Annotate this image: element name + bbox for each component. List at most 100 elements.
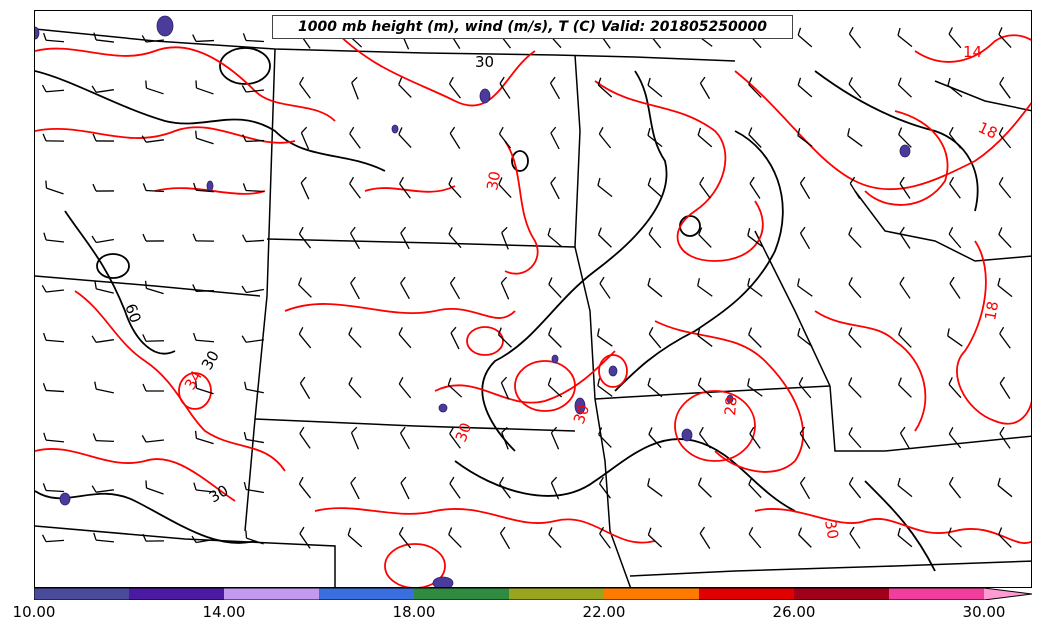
wind-barb [192, 233, 215, 242]
wind-barb [599, 276, 611, 299]
wind-barb-shaft [145, 39, 165, 43]
wind-barb [797, 77, 813, 98]
wind-barb [998, 527, 1012, 548]
wind-barb-shaft [398, 383, 412, 399]
wind-barb-flag [141, 435, 147, 443]
wind-barb-flag [849, 526, 855, 534]
wind-barb-flag [448, 527, 453, 535]
colorbar-segment [319, 588, 414, 600]
wind-barb [41, 534, 65, 543]
wind-barb-shaft [797, 135, 813, 147]
wind-barb [42, 383, 65, 393]
wind-barb [398, 526, 412, 549]
wind-barb-flag [550, 76, 556, 84]
wind-barb [799, 226, 811, 250]
wind-barb-shaft [96, 388, 114, 394]
wind-barb [241, 335, 265, 343]
wind-barb-flag [897, 27, 901, 36]
wind-barb-shaft [697, 285, 713, 297]
wind-barb-flag [497, 327, 502, 335]
wind-barb-shaft [548, 533, 562, 549]
wind-barb-shaft [501, 232, 509, 250]
border-line [629, 560, 1031, 577]
wind-barb-shaft [299, 83, 311, 99]
wind-barb-shaft [799, 433, 811, 449]
wind-barb-shaft [798, 383, 812, 399]
wind-barb-shaft [196, 387, 214, 395]
wind-barb-flag [241, 335, 247, 343]
wind-barb-flag [41, 534, 47, 542]
wind-barb-shaft [648, 433, 662, 449]
wind-barb-shaft [647, 184, 663, 198]
wind-barb [998, 27, 1012, 49]
wind-barb-shaft [448, 183, 462, 199]
wind-barb-flag [499, 76, 505, 84]
wind-barb [798, 377, 812, 399]
wind-barb-shaft [897, 34, 913, 48]
wind-barb [697, 278, 713, 297]
wind-barb-flag [349, 126, 355, 135]
wind-barb [599, 526, 611, 549]
colorbar-outline [34, 588, 1032, 600]
wind-barb [799, 426, 811, 449]
wind-barb [749, 426, 761, 449]
wind-barb-flag [599, 276, 605, 284]
wind-barb-shaft [350, 282, 360, 300]
wind-barb-flag [899, 276, 905, 284]
wind-barb-flag [998, 527, 1003, 535]
wind-barb-flag [596, 328, 600, 336]
shaded-region [59, 492, 71, 506]
wind-barb-flag [599, 526, 605, 535]
wind-barb-shaft [400, 232, 410, 250]
wind-barb-shaft [300, 182, 310, 200]
wind-barb [948, 426, 962, 449]
shaded-region [35, 26, 40, 40]
wind-barb-shaft [898, 134, 912, 148]
temperature-contour-line [754, 508, 1031, 544]
wind-barb-shaft [848, 283, 862, 299]
wind-barb [243, 481, 264, 494]
wind-barb-flag [191, 535, 197, 543]
wind-barb-shaft [449, 83, 461, 99]
wind-barb-flag [548, 527, 553, 535]
wind-barb [897, 27, 913, 48]
wind-barb-shaft [196, 437, 214, 445]
wind-barb [193, 182, 215, 193]
height-contour-line [35, 70, 386, 172]
wind-barb-flag [748, 127, 753, 135]
shaded-region [899, 144, 911, 158]
wind-barb [449, 276, 461, 300]
wind-barb-flag [647, 478, 651, 486]
wind-barb-shaft [799, 482, 811, 500]
wind-barb-shaft [647, 84, 663, 98]
wind-barb [997, 277, 1013, 298]
colorbar-segment [509, 588, 604, 600]
wind-barb [350, 276, 360, 300]
wind-barb-flag [947, 328, 950, 336]
wind-barb-shaft [246, 438, 264, 444]
wind-barb-shaft [447, 384, 463, 398]
wind-barb-flag [501, 426, 508, 434]
wind-barb-flag [242, 183, 247, 191]
wind-barb [847, 128, 863, 147]
colorbar-tick-label: 10.00 [12, 603, 56, 621]
wind-barb [145, 480, 164, 495]
wind-barb-shaft [647, 384, 663, 398]
wind-barb [194, 430, 214, 445]
wind-barb-flag [141, 35, 147, 43]
height-contour-line [454, 438, 796, 512]
contour-label: 28 [721, 396, 741, 417]
wind-barb-flag [998, 176, 1004, 185]
wind-barb-flag [747, 278, 751, 286]
wind-barb [747, 278, 763, 297]
wind-barb-shaft [947, 84, 963, 98]
wind-barb-shaft [500, 282, 510, 300]
wind-barb-shaft [499, 83, 511, 99]
wind-barb [949, 276, 961, 299]
border-line [266, 238, 576, 248]
wind-barb-flag [41, 84, 47, 93]
colorbar-tick-label: 22.00 [582, 603, 626, 621]
wind-barb-flag [698, 227, 703, 235]
wind-barb-shaft [146, 487, 164, 495]
wind-barb-shaft [45, 239, 65, 243]
